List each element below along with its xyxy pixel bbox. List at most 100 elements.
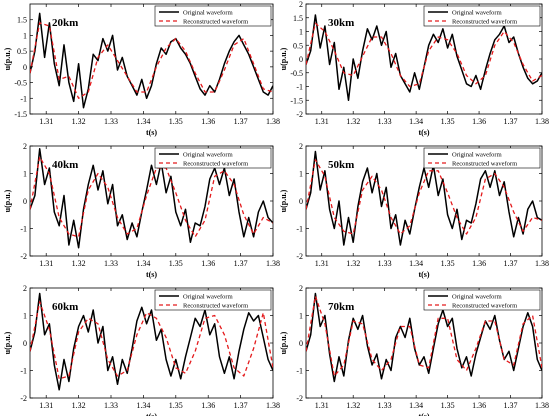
x-tick-label: 1.31 xyxy=(315,259,329,268)
chart-panel-40km: 1.31 1.32 1.33 1.34 1.35 1.36 1.37 1.38 -2 -1 0 1 2 t… xyxy=(3,142,280,279)
distance-label: 40km xyxy=(52,159,78,171)
x-tick-label: 1.38 xyxy=(535,401,549,410)
x-tick-label: 1.33 xyxy=(378,401,392,410)
legend: Original waveform Reconstructed waveform xyxy=(154,289,272,311)
y-tick-label: -0.5 xyxy=(290,69,303,78)
y-tick-label: 0 xyxy=(299,197,303,206)
x-tick-label: 1.36 xyxy=(201,401,215,410)
x-tick-label: 1.34 xyxy=(409,401,423,410)
chart-panel-30km: 1.31 1.32 1.33 1.34 1.35 1.36 1.37 1.38 -2 -1.5 -1… xyxy=(279,0,549,137)
legend: Original waveform Reconstructed waveform xyxy=(154,147,272,169)
x-tick-label: 1.33 xyxy=(104,117,118,126)
legend: Original waveform Reconstructed waveform xyxy=(423,5,541,27)
x-tick-label: 1.35 xyxy=(441,401,455,410)
reconstructed-waveform-line xyxy=(306,22,542,88)
legend-original-label: Original waveform xyxy=(183,152,233,159)
x-tick-label: 1.34 xyxy=(409,259,423,268)
legend-reconstructed-label: Reconstructed waveform xyxy=(452,303,517,310)
legend-box xyxy=(154,147,272,169)
legend-box xyxy=(423,5,541,27)
x-tick-label: 1.34 xyxy=(136,117,150,126)
y-tick-label: -1.5 xyxy=(290,96,303,105)
x-tick-label: 1.33 xyxy=(104,401,118,410)
y-tick-label: 0 xyxy=(299,339,303,348)
reconstructed-waveform-line xyxy=(30,301,273,380)
y-tick-label: 2 xyxy=(299,0,303,9)
y-tick-label: -0.5 xyxy=(14,79,27,88)
distance-label: 20km xyxy=(52,17,78,29)
y-tick-label: 0 xyxy=(299,55,303,64)
x-axis-label: t(s) xyxy=(418,412,429,416)
legend-original-label: Original waveform xyxy=(452,294,502,301)
x-tick-label: 1.32 xyxy=(346,117,360,126)
y-tick-label: -1 xyxy=(296,367,303,376)
chart-panel-50km: 1.31 1.32 1.33 1.34 1.35 1.36 1.37 1.38 -2 -1 0 1 2 t… xyxy=(279,142,549,279)
chart-panel-70km: 1.31 1.32 1.33 1.34 1.35 1.36 1.37 1.38 -2 -1 0 1 2 t… xyxy=(279,284,549,416)
y-tick-label: -1 xyxy=(296,83,303,92)
x-tick-label: 1.31 xyxy=(39,259,53,268)
legend: Original waveform Reconstructed waveform xyxy=(423,147,541,169)
x-axis-label: t(s) xyxy=(146,270,157,279)
x-tick-label: 1.36 xyxy=(472,259,486,268)
x-tick-label: 1.33 xyxy=(104,259,118,268)
x-tick-label: 1.35 xyxy=(441,117,455,126)
x-tick-label: 1.32 xyxy=(346,259,360,268)
y-tick-label: 2 xyxy=(299,142,303,151)
x-tick-label: 1.36 xyxy=(472,401,486,410)
y-tick-label: 1.5 xyxy=(293,14,303,23)
y-tick-label: 0.5 xyxy=(17,47,27,56)
y-tick-label: 1 xyxy=(23,31,27,40)
legend-box xyxy=(154,289,272,311)
x-axis-label: t(s) xyxy=(146,128,157,137)
original-waveform-line xyxy=(30,292,273,391)
y-tick-label: 1 xyxy=(299,28,303,37)
x-tick-label: 1.32 xyxy=(72,259,86,268)
x-tick-label: 1.35 xyxy=(441,259,455,268)
legend-original-label: Original waveform xyxy=(452,10,502,17)
x-tick-label: 1.38 xyxy=(535,259,549,268)
y-tick-label: -1 xyxy=(20,94,27,103)
y-tick-label: 0.5 xyxy=(293,41,303,50)
x-tick-label: 1.38 xyxy=(266,117,280,126)
x-tick-label: 1.36 xyxy=(201,259,215,268)
y-tick-label: -2 xyxy=(296,252,303,261)
x-tick-label: 1.31 xyxy=(39,117,53,126)
x-tick-label: 1.35 xyxy=(169,259,183,268)
y-axis-label: u(p.u.) xyxy=(3,189,12,212)
chart-panel-60km: 1.31 1.32 1.33 1.34 1.35 1.36 1.37 1.38 -2 -1 0 1 2 t… xyxy=(3,284,280,416)
x-tick-label: 1.34 xyxy=(136,259,150,268)
y-tick-label: 1 xyxy=(299,170,303,179)
y-tick-label: -1 xyxy=(20,225,27,234)
legend-box xyxy=(423,147,541,169)
y-tick-label: 2 xyxy=(23,142,27,151)
y-tick-label: 1.5 xyxy=(17,16,27,25)
legend-box xyxy=(154,5,272,27)
legend: Original waveform Reconstructed waveform xyxy=(423,289,541,311)
reconstructed-waveform-line xyxy=(30,22,273,99)
y-tick-label: -1 xyxy=(296,225,303,234)
y-tick-label: 2 xyxy=(23,284,27,293)
x-tick-label: 1.38 xyxy=(535,117,549,126)
x-tick-label: 1.31 xyxy=(315,117,329,126)
x-tick-label: 1.34 xyxy=(409,117,423,126)
x-tick-label: 1.31 xyxy=(315,401,329,410)
legend: Original waveform Reconstructed waveform xyxy=(154,5,272,27)
legend-reconstructed-label: Reconstructed waveform xyxy=(183,303,248,310)
y-tick-label: 1 xyxy=(23,170,27,179)
x-tick-label: 1.32 xyxy=(72,401,86,410)
y-axis-label: u(p.u.) xyxy=(279,331,288,354)
y-tick-label: -2 xyxy=(20,252,27,261)
original-waveform-line xyxy=(30,148,273,249)
y-tick-label: -1.5 xyxy=(14,110,27,119)
y-tick-label: 1 xyxy=(299,312,303,321)
distance-label: 30km xyxy=(328,17,354,29)
y-tick-label: 0 xyxy=(23,339,27,348)
y-axis-label: u(p.u.) xyxy=(279,47,288,70)
y-axis-label: u(p.u.) xyxy=(279,189,288,212)
x-axis-label: t(s) xyxy=(418,270,429,279)
y-tick-label: 0 xyxy=(23,197,27,206)
x-tick-label: 1.37 xyxy=(504,117,518,126)
y-tick-label: 1 xyxy=(23,312,27,321)
x-tick-label: 1.33 xyxy=(378,117,392,126)
x-tick-label: 1.34 xyxy=(136,401,150,410)
